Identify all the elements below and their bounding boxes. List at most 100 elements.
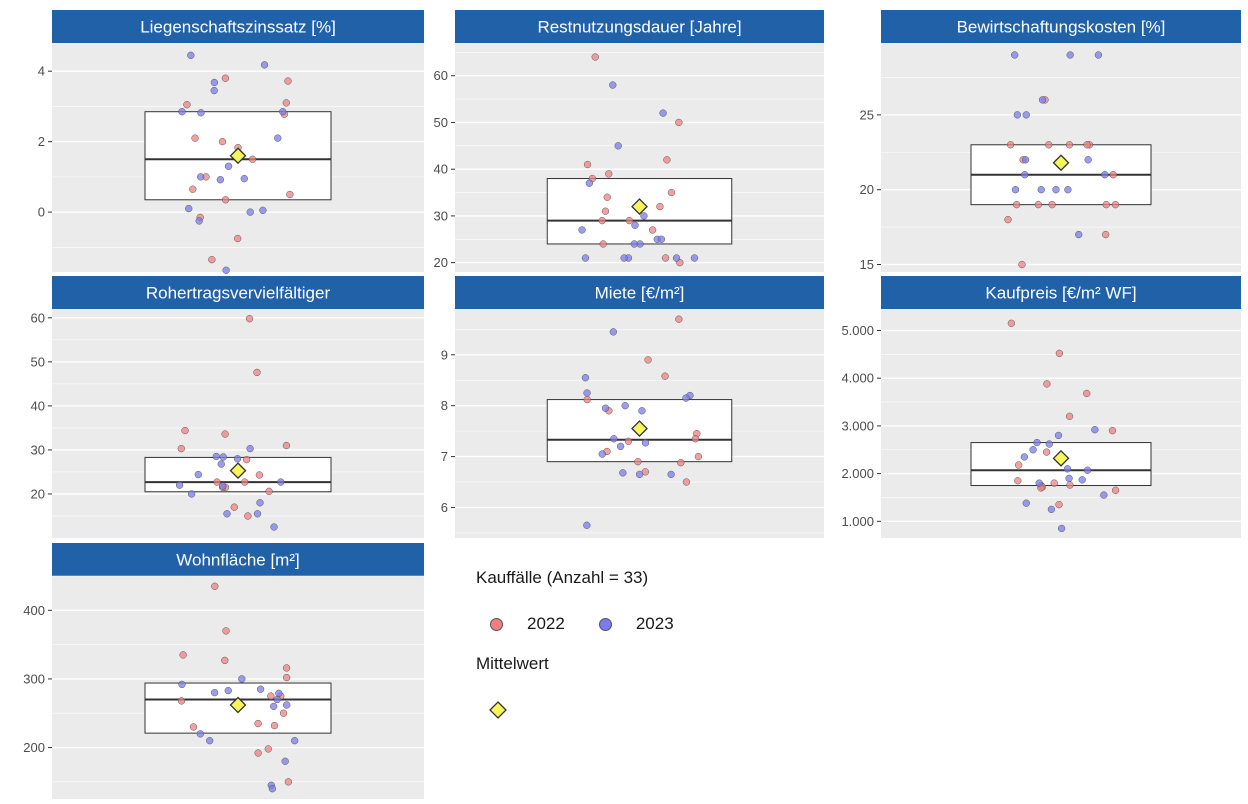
- point-2023: [1020, 453, 1029, 461]
- point-2023: [641, 439, 650, 447]
- legend-2022-dot: [490, 617, 503, 631]
- panel-background: [52, 309, 424, 538]
- point-2022: [279, 709, 288, 717]
- point-2023: [291, 737, 299, 745]
- point-2022: [1066, 481, 1074, 489]
- point-2022: [1048, 200, 1056, 209]
- point-2022: [222, 627, 230, 635]
- point-2022: [1065, 412, 1074, 420]
- point-2023: [1075, 230, 1083, 239]
- point-2022: [675, 315, 683, 323]
- point-2023: [256, 499, 264, 507]
- mean-diamond: [1052, 154, 1070, 172]
- point-2023: [240, 174, 248, 183]
- point-2022: [625, 216, 634, 225]
- y-tick-label: 4: [38, 64, 45, 79]
- point-2022: [1109, 171, 1117, 179]
- y-tick-label: 60: [434, 68, 448, 83]
- facet-panel: Kaufpreis [€/m² WF] 1.000 2.000 3.000 4.000 5…: [841, 276, 1241, 538]
- point-2023: [601, 404, 610, 412]
- point-2022: [282, 99, 290, 107]
- point-2023: [259, 206, 267, 214]
- facet-title: Miete [€/m²]: [595, 284, 685, 303]
- point-2022: [254, 719, 262, 728]
- point-2023: [224, 686, 232, 695]
- facet-title: Restnutzungsdauer [Jahre]: [537, 18, 741, 37]
- point-2023: [187, 490, 196, 498]
- point-2023: [1011, 51, 1019, 59]
- point-2023: [196, 173, 205, 181]
- point-2022: [599, 240, 607, 248]
- point-2022: [230, 503, 238, 511]
- point-2023: [1057, 524, 1066, 533]
- point-2023: [619, 469, 627, 477]
- point-2023: [1035, 479, 1043, 487]
- point-2023: [1084, 156, 1092, 164]
- point-2022: [213, 478, 221, 486]
- legend-mean-diamond-icon: [489, 701, 507, 719]
- point-2023: [620, 254, 628, 262]
- point-2023: [682, 394, 690, 402]
- point-2022: [663, 156, 671, 164]
- facet-strip: [881, 10, 1241, 43]
- point-2022: [1108, 427, 1117, 435]
- point-2022: [603, 193, 611, 201]
- point-2022: [179, 651, 187, 659]
- point-2022: [211, 582, 219, 590]
- mean-diamond: [229, 696, 247, 714]
- point-2022: [1014, 477, 1022, 485]
- point-2022: [189, 723, 198, 731]
- y-tick-label: 50: [31, 354, 45, 369]
- point-2023: [178, 680, 186, 689]
- point-2022: [177, 697, 186, 705]
- point-2023: [194, 470, 202, 479]
- point-2022: [254, 749, 262, 757]
- point-2022: [282, 673, 291, 682]
- point-2023: [1094, 51, 1103, 59]
- point-2023: [219, 482, 227, 490]
- point-2023: [1066, 51, 1074, 59]
- legend-item-2023: 2023: [598, 614, 674, 634]
- point-2023: [223, 510, 231, 518]
- facet-strip: [52, 543, 424, 576]
- point-2023: [212, 452, 220, 461]
- point-2023: [1047, 505, 1056, 514]
- point-2023: [657, 235, 666, 243]
- point-2023: [210, 688, 219, 697]
- point-2023: [1078, 476, 1086, 484]
- y-tick-label: 2.000: [841, 466, 874, 481]
- facet-panel: Bewirtschaftungskosten [%] 15 20 25: [860, 10, 1241, 272]
- point-2022: [284, 778, 293, 786]
- point-2022: [1045, 141, 1053, 149]
- point-2023: [1065, 474, 1073, 483]
- point-2022: [242, 455, 251, 464]
- point-2022: [1034, 200, 1042, 209]
- point-2022: [183, 101, 191, 109]
- point-2023: [279, 108, 287, 116]
- legend-mean-title: Mittelwert: [476, 654, 549, 673]
- point-2023: [1033, 438, 1041, 447]
- y-tick-label: 1.000: [841, 514, 874, 529]
- y-tick-label: 20: [31, 486, 45, 501]
- point-2022: [208, 256, 216, 264]
- point-2022: [1004, 215, 1012, 224]
- point-2023: [1011, 186, 1020, 194]
- point-2023: [578, 226, 586, 234]
- point-2022: [233, 234, 242, 243]
- point-2023: [210, 86, 218, 95]
- y-tick-label: 5.000: [841, 323, 874, 338]
- point-2022: [1012, 200, 1021, 209]
- point-2022: [601, 207, 610, 215]
- point-2022: [255, 471, 264, 479]
- legend-2023-dot: [598, 617, 612, 631]
- point-2023: [609, 328, 617, 336]
- point-2023: [195, 217, 203, 225]
- point-2023: [1054, 431, 1063, 440]
- point-2023: [1083, 466, 1092, 474]
- point-2023: [610, 435, 618, 443]
- point-2023: [274, 134, 282, 142]
- facet-strip: [455, 276, 824, 309]
- facet-title: Liegenschaftszinssatz [%]: [140, 18, 336, 37]
- point-2022: [591, 53, 599, 61]
